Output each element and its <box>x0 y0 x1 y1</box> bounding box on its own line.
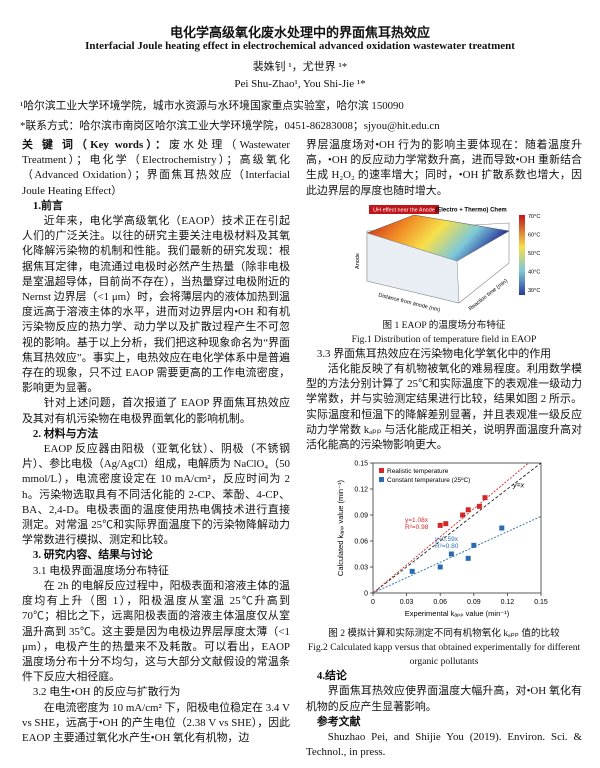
affiliation: ¹哈尔滨工业大学环境学院，城市水资源与水环境国家重点实验室，哈尔滨 150090 <box>20 100 404 112</box>
heading: 4.结论 <box>316 670 347 683</box>
point <box>499 525 505 531</box>
y-tick-label: 0.03 <box>354 565 368 572</box>
y-title: Reaction time (min) <box>468 278 509 312</box>
legend-label: Constant temperature (25ºC) <box>387 477 470 484</box>
colorbar-label: 30°C <box>528 288 540 294</box>
paragraph: 活化能反映了有机物被氧化的难易程度。利用数学模型的方法分别计算了 25℃和实际温… <box>306 363 582 452</box>
paragraph: 在 2h 的电解反应过程中，阳极表面和溶液主体的温度均有上升（图 1），阳极温度… <box>22 579 290 684</box>
legend-marker <box>379 477 384 483</box>
authors-en: Pei Shu-Zhao¹, You Shi-Jie ¹* <box>234 78 366 90</box>
subheading: 3.2 电生•OH 的反应与扩散行为 <box>32 686 181 699</box>
right-column: 界层温度场对•OH 行为的影响主要体现在：随着温度升高，•OH 的反应动力学常数… <box>306 138 582 760</box>
point <box>471 543 477 549</box>
heading: 1.前言 <box>32 199 63 212</box>
caption-en: Fig.1 Distribution of temperature field … <box>351 333 537 345</box>
plot-lines <box>373 463 541 594</box>
y-tick-label: 0.15 <box>354 461 368 468</box>
point <box>437 564 443 570</box>
heading: 参考文献 <box>316 715 361 728</box>
contact: *联系方式：哈尔滨市南岗区哈尔滨工业大学环境学院，0451-86283008；s… <box>20 120 440 132</box>
left-column: 关 键 词（Key words）：废水处理（Wastewater Treatme… <box>22 138 290 746</box>
paragraph: 界层温度场对•OH 行为的影响主要体现在：随着温度升高，•OH 的反应动力学常数… <box>306 139 582 197</box>
title-en: Interfacial Joule heating effect in elec… <box>85 40 515 52</box>
point <box>409 569 415 575</box>
point <box>476 504 482 510</box>
point <box>482 495 488 501</box>
point <box>465 556 471 562</box>
x-tick-label: 0.12 <box>501 599 515 606</box>
colorbar-label: 60°C <box>528 232 540 238</box>
keywords-text: 废水处理（Wastewater Treatment）；电化学（Electroch… <box>22 139 290 197</box>
y-tick-label: 0.06 <box>354 539 368 546</box>
paragraph: 在电流密度为 10 mA/cm² 下，阳极电位稳定在 3.4 V vs SHE，… <box>22 701 290 744</box>
colorbar-label: 40°C <box>528 269 540 275</box>
point <box>465 507 471 513</box>
keywords: 关 键 词（Key words）：废水处理（Wastewater Treatme… <box>22 138 290 199</box>
paragraph: Shuzhao Pei, and Shijie You (2019). Envi… <box>306 731 582 759</box>
plot-frame <box>372 462 542 594</box>
paragraph: 近年来，电化学高级氧化（EAOP）技术正在引起人们的广泛关注。以往的研究主要关注… <box>22 215 290 395</box>
fit-equation: y=1.08x <box>405 517 429 524</box>
point <box>460 512 466 518</box>
legend-label: Realistic temperature <box>387 468 449 475</box>
colorbar-label: 70°C <box>528 214 540 220</box>
x-axis-title: Experimental kₐₚₚ value (min⁻¹) <box>405 609 510 618</box>
legend-marker <box>379 468 384 474</box>
point <box>443 521 449 527</box>
point <box>437 523 443 529</box>
subheading: 3.1 电极界面温度场分布特征 <box>32 564 170 577</box>
point <box>448 551 454 557</box>
fit-line <box>373 516 541 594</box>
colorbar-label: 50°C <box>528 251 540 257</box>
paragraph: EAOP 反应器由阳极（亚氧化钛）、阴极（不锈钢片）、参比电极（Ag/AgCl）… <box>22 443 290 547</box>
fit-r2: R²=0.80 <box>435 543 459 550</box>
reference-line <box>373 463 541 594</box>
x-tick-label: 0.06 <box>433 599 447 606</box>
y-tick-label: 0.12 <box>354 487 368 494</box>
keywords-label: 关 键 词（Key words）： <box>22 139 170 151</box>
figure-1: UH effect near the Anode (Electro + Therm… <box>355 204 540 313</box>
y-tick-label: 0.09 <box>354 513 368 520</box>
badge: UH effect near the Anode <box>373 207 435 213</box>
y-axis-title: Calculated kₐₚₚ value (min⁻¹) <box>336 480 345 577</box>
authors: 裴姝钊 ¹，尤世界 ¹* <box>252 61 348 73</box>
heading: 3. 研究内容、结果与讨论 <box>32 549 153 562</box>
fit-r2: R²=0.98 <box>405 524 429 531</box>
reference-label: y=x <box>512 483 525 490</box>
surface-side <box>366 232 460 304</box>
subheading: 3.3 界面焦耳热效应在污染物电化学氧化中的作用 <box>316 347 552 360</box>
x-tick-label: 0 <box>371 599 375 606</box>
side-label: Anode <box>355 253 361 269</box>
caption: 图 2 模拟计算和实际测定不同有机物氧化 kₐₚₚ 值的比较 <box>328 628 560 640</box>
paragraph: 界面焦耳热效应使界面温度大幅升高，对•OH 氧化有机物的反应产生显著影响。 <box>306 685 582 713</box>
heading: 2. 材料与方法 <box>32 427 99 440</box>
y-tick-label: 0 <box>364 591 368 598</box>
title: 电化学高级氧化废水处理中的界面焦耳热效应 <box>169 25 430 40</box>
x-tick-label: 0.03 <box>400 599 414 606</box>
corner-label: (Electro + Thermo) Chem <box>435 207 507 213</box>
caption-en: Fig.2 Calculated kapp versus that obtain… <box>307 642 581 668</box>
badge-bg <box>369 204 439 214</box>
fit-equation: y=0.59x <box>435 536 459 543</box>
paragraph: 针对上述问题，首次报道了 EAOP 界面焦耳热效应及其对有机污染物在电极界面氧化… <box>22 397 290 425</box>
x-tick-label: 0.15 <box>534 599 548 606</box>
x-tick-label: 0.09 <box>467 599 481 606</box>
caption: 图 1 EAOP 的温度场分布特征 <box>382 319 506 331</box>
figure-2: 0 0.03 0.06 0.09 0.12 0.15 0 0.03 0.06 0.09 0.12 0.… <box>336 461 548 619</box>
fit-line <box>373 463 530 594</box>
colorbar <box>519 214 525 295</box>
